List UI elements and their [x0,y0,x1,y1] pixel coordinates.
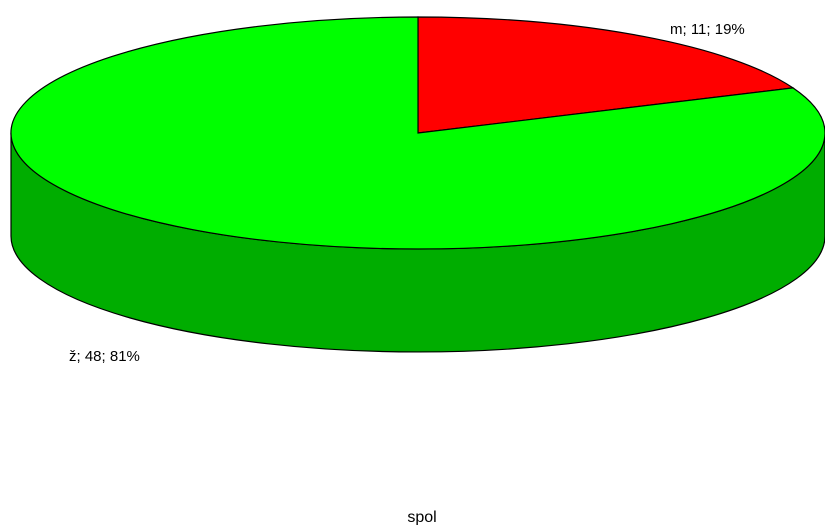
slice-label-z: ž; 48; 81% [69,348,140,365]
slice-label-m: m; 11; 19% [670,21,745,38]
pie-slice-ž [10,16,825,250]
pie-slice-m [417,16,795,134]
pie-top-layer [10,16,825,250]
x-axis-title: spol [407,509,436,525]
